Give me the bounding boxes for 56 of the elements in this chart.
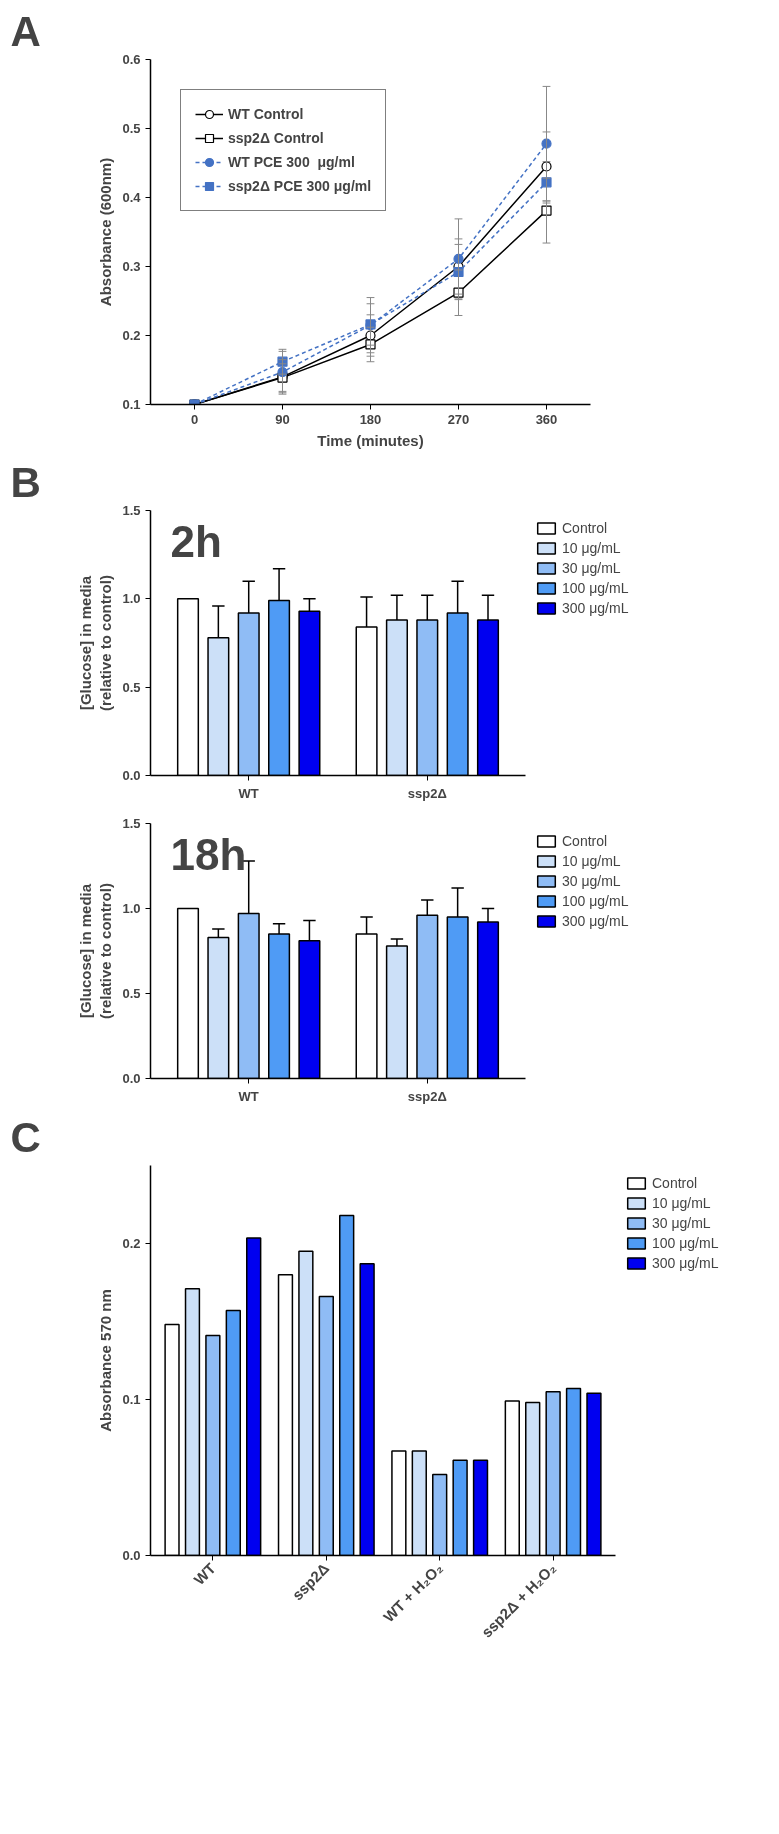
y-tick-label: 0.3 [122,259,141,274]
legend-label: 10 μg/mL [562,853,621,869]
legend-label: 10 μg/mL [562,540,621,556]
y-tick-label: 0.1 [122,397,141,412]
legend-label: Control [562,833,608,849]
y-tick-label: 1.0 [122,901,141,916]
y-axis-title: Absorbance 570 nm [97,1289,115,1432]
legend-label: 100 μg/mL [652,1235,719,1251]
legend-label: WT PCE 300 μg/ml [228,154,355,170]
legend-label: 10 μg/mL [652,1195,711,1211]
legend-label: WT Control [228,106,304,122]
legend-label: ssp2Δ Control [228,130,324,146]
y-tick-label: 1.0 [122,591,141,607]
x-tick-label: ssp2Δ [407,1088,447,1104]
y-axis-title: Absorbance (600nm) [97,157,115,307]
x-tick-label: 360 [535,411,558,427]
y-tick-label: 0.5 [122,121,141,136]
x-tick-label: WT [238,785,259,801]
legend-label: ssp2Δ PCE 300 μg/ml [228,178,372,194]
y-tick-label: 0.0 [122,768,141,783]
y-tick-label: 1.5 [122,503,141,518]
x-tick-label: 0 [190,411,199,427]
legend-label: 30 μg/mL [562,873,621,889]
text: C [10,1113,41,1161]
y-tick-label: 0.2 [122,328,141,343]
x-tick-label: WT [238,1088,259,1104]
x-tick-label: WT [190,1559,219,1588]
y-tick-label: 0.4 [122,190,142,205]
chart-title: 2h [170,516,222,566]
text: A [10,7,41,55]
x-tick-label: ssp2Δ [407,785,447,801]
legend-label: 300 μg/mL [562,913,629,929]
legend-label: 100 μg/mL [562,893,629,909]
legend-label: 30 μg/mL [562,560,621,576]
chart-title: 18h [170,829,247,879]
y-axis-title: [Glucose] in media (relative to control) [77,883,115,1019]
legend-label: 30 μg/mL [652,1215,711,1231]
y-tick-label: 0.5 [122,679,141,695]
x-tick-label: 270 [447,411,470,427]
x-axis-title: Time (minutes) [317,431,424,449]
legend-label: 300 μg/mL [652,1255,719,1271]
y-tick-label: 0.2 [122,1236,141,1251]
y-tick-label: 0.6 [122,52,141,67]
legend-label: 100 μg/mL [562,580,629,596]
legend-label: Control [652,1175,698,1191]
y-tick-label: 1.5 [122,816,141,831]
legend-label: 300 μg/mL [562,600,629,616]
y-axis-title: [Glucose] in media (relative to control) [77,575,115,711]
x-tick-label: 180 [359,411,382,427]
y-tick-label: 0.1 [122,1392,141,1407]
y-tick-label: 0.0 [122,1548,141,1563]
text: B [10,458,41,506]
x-tick-label: 90 [275,411,290,427]
legend-label: Control [562,520,608,536]
y-tick-label: 0.5 [122,986,141,1001]
y-tick-label: 0.0 [122,1071,141,1086]
